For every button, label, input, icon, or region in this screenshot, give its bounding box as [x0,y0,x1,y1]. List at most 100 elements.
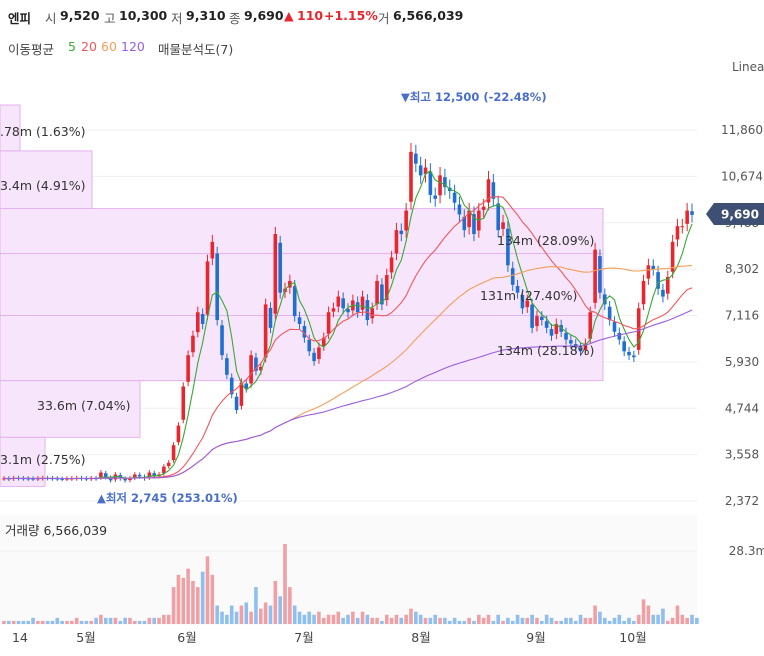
candle [152,473,156,477]
candle [200,313,205,324]
volume-bar [418,614,423,624]
volume-bar [268,605,273,624]
close-value: 9,690 [244,8,284,23]
candle [380,284,384,305]
volume-bar [181,577,186,624]
candle [346,308,350,313]
volume-bar [598,611,602,624]
volume-bar [21,620,26,624]
volume-bar [84,620,89,624]
volume-bar [559,620,563,624]
volume-bar [370,617,375,624]
volume-bar [607,620,612,624]
volume-bar [249,611,253,624]
candle [355,302,360,313]
volume-pane [0,515,697,625]
candle [641,280,646,305]
volume-bar [540,620,544,624]
candle [341,298,345,309]
candle [593,249,597,303]
candle [622,341,626,352]
profile-label: 131m (27.40%) [480,288,577,303]
volume-bar [79,620,84,624]
candle [196,312,200,333]
volume-bar [588,617,593,624]
volume-bar [26,620,31,624]
candle [525,300,530,308]
candle [249,355,253,384]
volume-bar [128,617,132,624]
volume-bar [133,620,137,624]
x-tick-label: 5월 [76,630,95,645]
candle [394,230,399,254]
volume-bar [40,620,45,624]
chart-grid [0,129,697,625]
volume-bar [365,614,370,624]
ma20-legend[interactable]: 20 [81,39,97,54]
volume-bar [661,608,665,624]
candle [578,347,583,352]
volume-bar [147,617,152,624]
candle [171,445,176,461]
volume-bar [94,617,98,624]
volume-bar [477,614,481,624]
candle [191,335,195,353]
candle [636,308,641,350]
profile-label: 134m (28.18%) [497,343,594,358]
volume-bar [70,620,74,624]
volume-bar [665,620,670,624]
volume-bar [685,617,689,624]
volume-bar [467,617,471,624]
candle [254,357,258,371]
candle [137,474,142,477]
volume-bar [317,611,321,624]
low-value: 9,310 [186,8,226,23]
candle [607,306,612,321]
candle [632,355,636,358]
candle [133,474,137,478]
candle [549,329,554,336]
volume-bar [171,587,176,624]
candle [273,234,278,314]
volume-bar [690,614,694,624]
current-price-badge: 9,690 [706,203,764,225]
volume-bar [292,605,297,624]
volume-bar [65,620,69,624]
volume-bar [278,596,282,624]
candle [515,286,520,293]
candle [414,153,418,164]
volume-bar [142,620,147,624]
ma5-line [3,169,693,480]
ma5-legend[interactable]: 5 [68,39,76,54]
volume-bar [438,617,442,624]
volume-bar [166,614,171,624]
candle [535,316,539,327]
volume-title: 거래량 6,566,039 [5,523,107,538]
volume-bar [423,617,428,624]
volume-bar [152,617,156,624]
candle [612,321,617,332]
volume-bar [452,617,457,624]
candle [418,165,423,176]
profile-label: 33.6m (7.04%) [37,398,130,413]
candle [312,352,316,362]
volume-bar [210,574,215,624]
candle [530,304,534,328]
candle [481,206,486,210]
ma120-legend[interactable]: 120 [121,39,145,54]
candle [234,396,239,410]
ma-legend-label: 이동평균 [8,42,55,57]
candle [675,226,680,240]
volume-bar [384,614,389,624]
volume-bar [675,605,680,624]
analysis-legend[interactable]: 매물분석도(7) [158,42,234,57]
change-percent: +1.15% [324,8,378,23]
volume-bar [355,617,360,624]
candle [166,462,171,467]
ma60-legend[interactable]: 60 [101,39,117,54]
candle [443,177,447,188]
candle [205,261,210,315]
profile-block [0,380,141,438]
volume-bar [510,620,515,624]
